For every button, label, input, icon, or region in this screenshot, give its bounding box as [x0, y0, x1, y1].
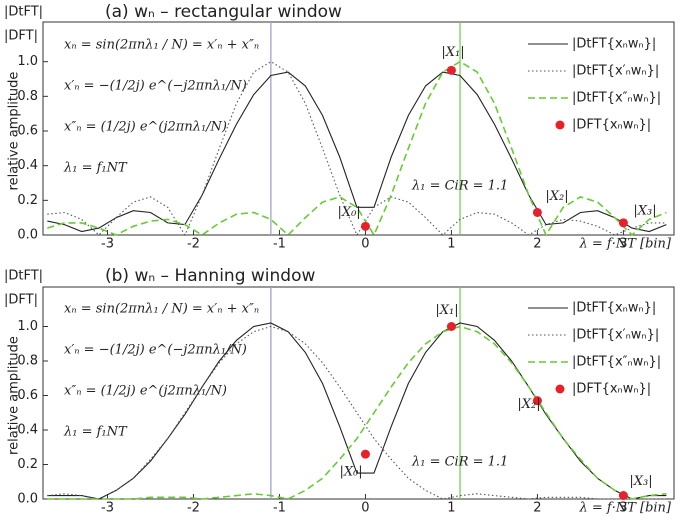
- point-label: |X₁|: [435, 303, 458, 318]
- point-label: |X₂|: [517, 397, 540, 412]
- dft-point: [532, 396, 542, 406]
- x-tick-label: 1: [447, 237, 455, 252]
- dft-point: [618, 491, 628, 501]
- chart-title: (b) wₙ – Hanning window: [105, 266, 315, 286]
- x-axis-label: λ = f·NT [bin]: [578, 237, 671, 252]
- spectrum-line: [47, 61, 667, 237]
- equation: x′ₙ = −(1/2j) e^(−j2πnλ₁/N): [64, 343, 247, 358]
- legend-marker: [555, 120, 565, 130]
- corner-label: |DFT|: [4, 29, 38, 44]
- x-tick-label: 2: [533, 237, 541, 252]
- x-tick-label: -2: [187, 237, 200, 252]
- legend-label: |DFT{xₙwₙ}|: [572, 382, 651, 397]
- dft-point: [532, 207, 542, 217]
- legend-label: |DFT{xₙwₙ}|: [572, 118, 651, 133]
- legend-label: |DtFT{xₙwₙ}|: [572, 301, 656, 316]
- y-tick-label: 1.0: [17, 54, 38, 69]
- legend-label: |DtFT{x″ₙwₙ}|: [572, 91, 661, 106]
- y-tick-label: 1.0: [17, 319, 38, 334]
- y-tick-label: 0.0: [17, 492, 38, 507]
- point-label: |X₁|: [441, 45, 464, 60]
- spectrum-line: [47, 71, 667, 233]
- x-tick-label: 3: [619, 501, 627, 516]
- dft-point: [360, 221, 370, 231]
- y-axis-label: relative amplitude: [7, 336, 22, 455]
- corner-label: |DtFT|: [4, 5, 43, 20]
- dft-point: [446, 322, 456, 331]
- y-tick-label: 0.6: [17, 388, 38, 403]
- x-tick-label: 0: [361, 237, 369, 252]
- x-tick-label: -2: [187, 501, 200, 516]
- point-label: |X₃|: [629, 474, 652, 489]
- y-tick-label: 0.4: [17, 158, 38, 173]
- x-tick-label: -3: [101, 501, 114, 516]
- y-tick-label: 0.8: [17, 89, 38, 104]
- point-label: |X₃|: [633, 203, 656, 218]
- equation: λ₁ = f₁NT: [63, 425, 128, 440]
- y-tick-label: 0.6: [17, 124, 38, 139]
- y-tick-label: 0.8: [17, 354, 38, 369]
- y-tick-label: 0.0: [17, 228, 38, 243]
- legend-label: |DtFT{xₙwₙ}|: [572, 37, 656, 52]
- equation: x″ₙ = (1/2j) e^(j2πnλ₁/N): [64, 384, 227, 399]
- panel: |DtFT| |DFT| (b) wₙ – Hanning window relati…: [4, 266, 675, 516]
- x-tick-label: -3: [101, 237, 114, 252]
- x-tick-label: 0: [361, 501, 369, 516]
- dft-point: [618, 218, 628, 228]
- legend-label: |DtFT{x′ₙwₙ}|: [572, 328, 659, 343]
- x-tick-label: -1: [273, 501, 286, 516]
- corner-label: |DtFT|: [4, 269, 43, 284]
- legend-label: |DtFT{x′ₙwₙ}|: [572, 64, 659, 79]
- annotation: λ₁ = CiR = 1.1: [411, 455, 508, 470]
- point-label: |X₂|: [545, 189, 568, 204]
- chart-title: (a) wₙ – rectangular window: [105, 2, 342, 22]
- equation: x′ₙ = −(1/2j) e^(−j2πnλ₁/N): [64, 79, 247, 94]
- dft-point: [360, 449, 370, 459]
- x-tick-label: -1: [273, 237, 286, 252]
- annotation: λ₁ = CiR = 1.1: [411, 179, 508, 194]
- plot-frame: [42, 21, 675, 236]
- legend-label: |DtFT{x″ₙwₙ}|: [572, 355, 661, 370]
- y-tick-label: 0.2: [17, 457, 38, 472]
- corner-label: |DFT|: [4, 293, 38, 308]
- legend-marker: [555, 384, 565, 394]
- plot-frame: [42, 286, 675, 500]
- x-tick-label: 2: [533, 501, 541, 516]
- y-tick-label: 0.2: [17, 193, 38, 208]
- y-tick-label: 0.4: [17, 423, 38, 438]
- equation: xₙ = sin(2πnλ₁ / N) = x′ₙ + x″ₙ: [64, 38, 259, 53]
- point-label: |X₀|: [339, 465, 362, 480]
- dft-point: [446, 65, 456, 75]
- panel: |DtFT| |DFT| (a) wₙ – rectangular window re…: [4, 2, 675, 252]
- x-axis-label: λ = f·NT [bin]: [578, 501, 671, 516]
- spectrum-line: [47, 322, 667, 500]
- equation: x″ₙ = (1/2j) e^(j2πnλ₁/N): [64, 120, 227, 135]
- point-label: |X₀|: [337, 205, 360, 220]
- x-tick-label: 3: [619, 237, 627, 252]
- equation: xₙ = sin(2πnλ₁ / N) = x′ₙ + x″ₙ: [64, 302, 259, 317]
- y-axis-label: relative amplitude: [7, 72, 22, 191]
- spectrum-line: [47, 325, 667, 500]
- spectrum-line: [47, 60, 667, 237]
- equation: λ₁ = f₁NT: [63, 161, 128, 176]
- x-tick-label: 1: [447, 501, 455, 516]
